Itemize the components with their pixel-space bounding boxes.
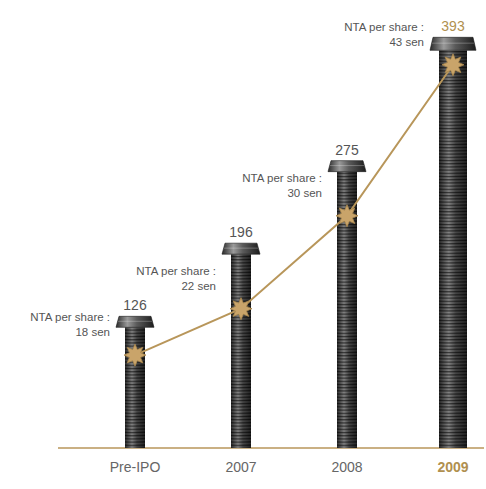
bolt-head [430, 37, 476, 50]
value-label: 126 [123, 297, 147, 313]
category-label: 2007 [225, 459, 256, 475]
category-label: 2009 [437, 459, 468, 475]
marks [116, 37, 476, 448]
bolt-threads [125, 327, 145, 448]
bolt-shank [337, 172, 357, 448]
nta-star [336, 205, 358, 227]
bolt-threads [231, 254, 251, 448]
category-label: 2008 [331, 459, 362, 475]
bolt-head-shine [224, 248, 258, 249]
chart: 126196275393NTA per share :18 senNTA per… [0, 0, 486, 489]
nta-label-line: 30 sen [287, 187, 322, 199]
nta-label: NTA per share : 22 sen [136, 265, 216, 292]
bolt-head [116, 316, 154, 327]
nta-label: NTA per share : 43 sen [344, 21, 424, 48]
bolt-head [328, 161, 366, 172]
nta-star [230, 298, 252, 320]
bolt-head [222, 243, 260, 254]
bolt-head-shine [118, 321, 152, 322]
page: {"chart_data": {"type": "bar", "categori… [0, 0, 486, 489]
nta-star [442, 54, 464, 76]
nta-label-line: NTA per share : [136, 265, 216, 277]
baseline [58, 447, 484, 449]
value-label: 275 [335, 142, 359, 158]
nta-label: NTA per share : 30 sen [242, 172, 322, 199]
nta-label-line: 22 sen [181, 280, 216, 292]
nta-label-line: 43 sen [389, 36, 424, 48]
nta-line [135, 65, 453, 355]
category-label: Pre-IPO [110, 459, 161, 475]
nta-label-line: NTA per share : [242, 172, 322, 184]
nta-label: NTA per share : 18 sen [30, 311, 110, 338]
nta-label-line: NTA per share : [344, 21, 424, 33]
bolt-head-shine [432, 43, 474, 44]
bolt-shank [439, 50, 467, 448]
bolt [222, 243, 260, 448]
bolt [328, 161, 366, 448]
bolt-threads [439, 50, 467, 448]
bolt [116, 316, 154, 448]
nta-label-line: NTA per share : [30, 311, 110, 323]
nta-label-line: 18 sen [75, 326, 110, 338]
bolt-head-shine [330, 165, 364, 166]
value-label: 196 [229, 224, 253, 240]
bolt [430, 37, 476, 448]
value-label: 393 [441, 18, 465, 34]
bolt-shank [125, 327, 145, 448]
bolt-shank [231, 254, 251, 448]
bolt-threads [337, 172, 357, 448]
nta-star [124, 344, 146, 366]
